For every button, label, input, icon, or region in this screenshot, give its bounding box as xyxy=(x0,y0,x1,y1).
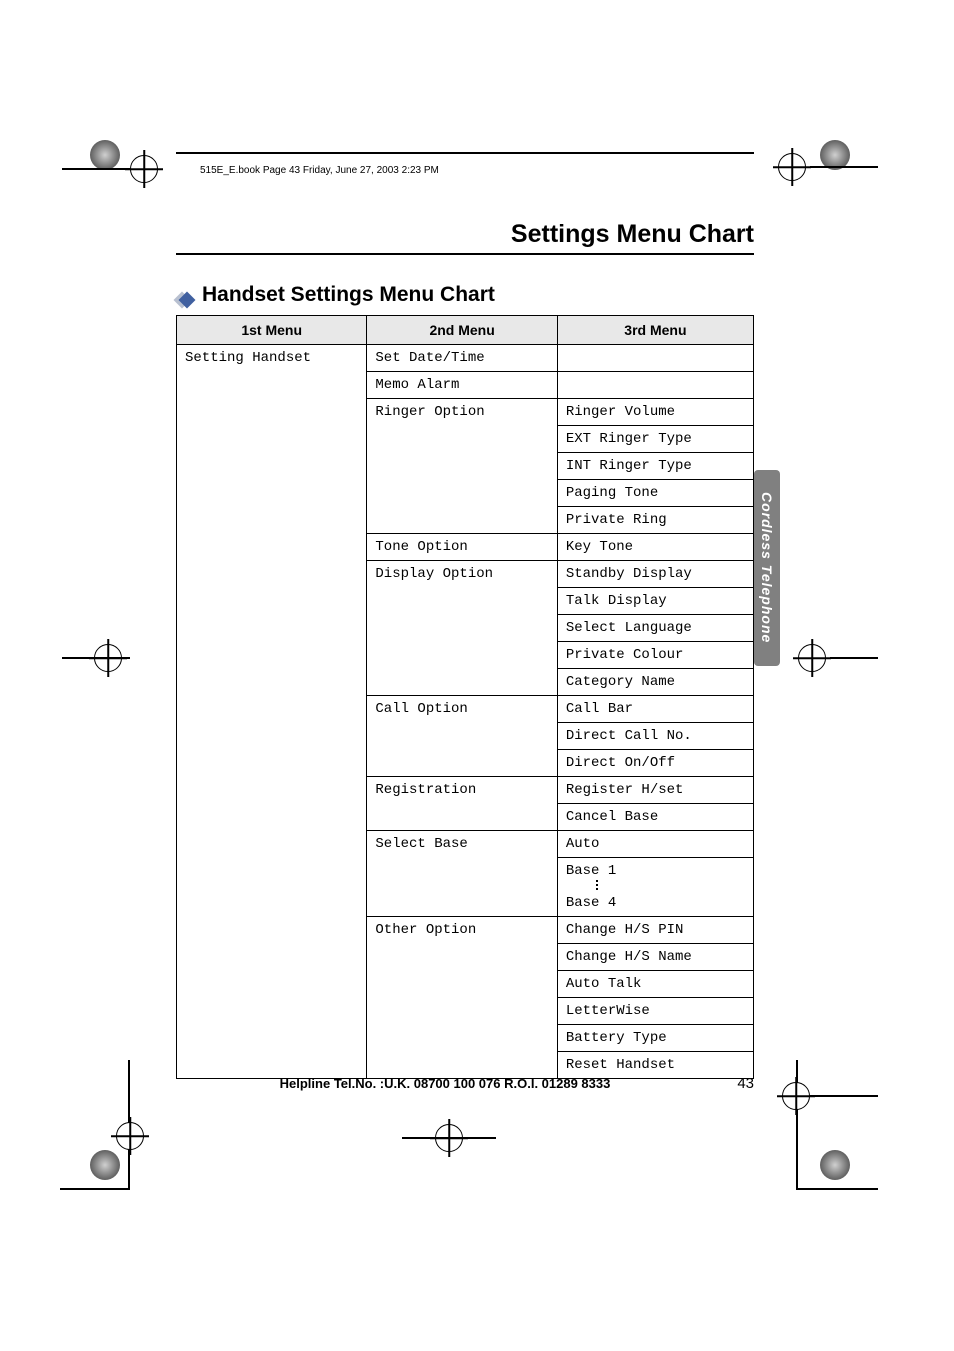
settings-menu-table: 1st Menu 2nd Menu 3rd Menu Setting Hands… xyxy=(176,315,754,1079)
cell-3rd-menu: LetterWise xyxy=(557,998,753,1025)
cell-3rd-menu: Direct On/Off xyxy=(557,750,753,777)
side-tab-label: Cordless Telephone xyxy=(759,492,775,643)
cell-1st-menu: Setting Handset xyxy=(177,345,367,1079)
cell-3rd-menu: Private Ring xyxy=(557,507,753,534)
cell-3rd-menu: Cancel Base xyxy=(557,804,753,831)
crop-hline-bc xyxy=(402,1137,496,1139)
book-meta: 515E_E.book Page 43 Friday, June 27, 200… xyxy=(196,165,443,176)
crop-hline-bl xyxy=(60,1188,128,1190)
cell-3rd-menu: Call Bar xyxy=(557,696,753,723)
crop-mark-line-ml xyxy=(62,657,130,659)
cell-3rd-menu: Category Name xyxy=(557,669,753,696)
side-tab: Cordless Telephone xyxy=(754,470,780,666)
cell-3rd-menu: Change H/S PIN xyxy=(557,917,753,944)
cell-3rd-menu xyxy=(557,345,753,372)
cell-3rd-menu: Standby Display xyxy=(557,561,753,588)
cell-2nd-menu: Ringer Option xyxy=(367,399,557,534)
crop-mark-cross-tr xyxy=(778,153,806,181)
crop-mark-cross-br xyxy=(782,1082,810,1110)
helpline-text: Helpline Tel.No. :U.K. 08700 100 076 R.O… xyxy=(176,1076,714,1091)
cell-2nd-menu: Tone Option xyxy=(367,534,557,561)
cell-3rd-menu: Private Colour xyxy=(557,642,753,669)
th-2nd-menu: 2nd Menu xyxy=(367,316,557,345)
page-number: 43 xyxy=(714,1075,754,1092)
section-heading: Handset Settings Menu Chart xyxy=(176,283,754,307)
cell-3rd-menu: Ringer Volume xyxy=(557,399,753,426)
crop-mark-cross-mr xyxy=(798,644,826,672)
crop-mark-line-tr xyxy=(810,166,878,168)
cell-3rd-menu: Base 1Base 4 xyxy=(557,858,753,917)
crop-mark-ball-bl xyxy=(90,1150,120,1180)
crop-hline-br-bot xyxy=(796,1188,878,1190)
section-title-text: Handset Settings Menu Chart xyxy=(202,283,495,307)
table-row: Setting HandsetSet Date/Time xyxy=(177,345,754,372)
crop-mark-cross-bl xyxy=(116,1122,144,1150)
page-footer: Helpline Tel.No. :U.K. 08700 100 076 R.O… xyxy=(176,1075,754,1092)
cell-3rd-menu: Paging Tone xyxy=(557,480,753,507)
th-3rd-menu: 3rd Menu xyxy=(557,316,753,345)
page-frame-border xyxy=(176,152,754,154)
page-title: Settings Menu Chart xyxy=(176,220,754,255)
cell-2nd-menu: Other Option xyxy=(367,917,557,1079)
cell-3rd-menu: Direct Call No. xyxy=(557,723,753,750)
crop-mark-ball-tl xyxy=(90,140,120,170)
cell-3rd-menu: Register H/set xyxy=(557,777,753,804)
cell-3rd-menu xyxy=(557,372,753,399)
crop-mark-line-mr xyxy=(830,657,878,659)
cell-3rd-menu: Change H/S Name xyxy=(557,944,753,971)
cell-2nd-menu: Call Option xyxy=(367,696,557,777)
cell-3rd-menu: Auto Talk xyxy=(557,971,753,998)
th-1st-menu: 1st Menu xyxy=(177,316,367,345)
cell-3rd-menu: Select Language xyxy=(557,615,753,642)
cell-3rd-menu: Talk Display xyxy=(557,588,753,615)
cell-3rd-menu: Key Tone xyxy=(557,534,753,561)
cell-2nd-menu: Select Base xyxy=(367,831,557,917)
cell-3rd-menu: Auto xyxy=(557,831,753,858)
crop-mark-cross-tl xyxy=(130,155,158,183)
table-header-row: 1st Menu 2nd Menu 3rd Menu xyxy=(177,316,754,345)
cell-2nd-menu: Registration xyxy=(367,777,557,831)
cell-2nd-menu: Memo Alarm xyxy=(367,372,557,399)
cell-2nd-menu: Display Option xyxy=(367,561,557,696)
cell-3rd-menu: INT Ringer Type xyxy=(557,453,753,480)
cell-3rd-menu: EXT Ringer Type xyxy=(557,426,753,453)
cell-2nd-menu: Set Date/Time xyxy=(367,345,557,372)
cell-3rd-menu: Battery Type xyxy=(557,1025,753,1052)
page-content: Settings Menu Chart Handset Settings Men… xyxy=(176,220,754,1079)
crop-mark-line-tl xyxy=(62,168,130,170)
crop-mark-ball-br xyxy=(820,1150,850,1180)
